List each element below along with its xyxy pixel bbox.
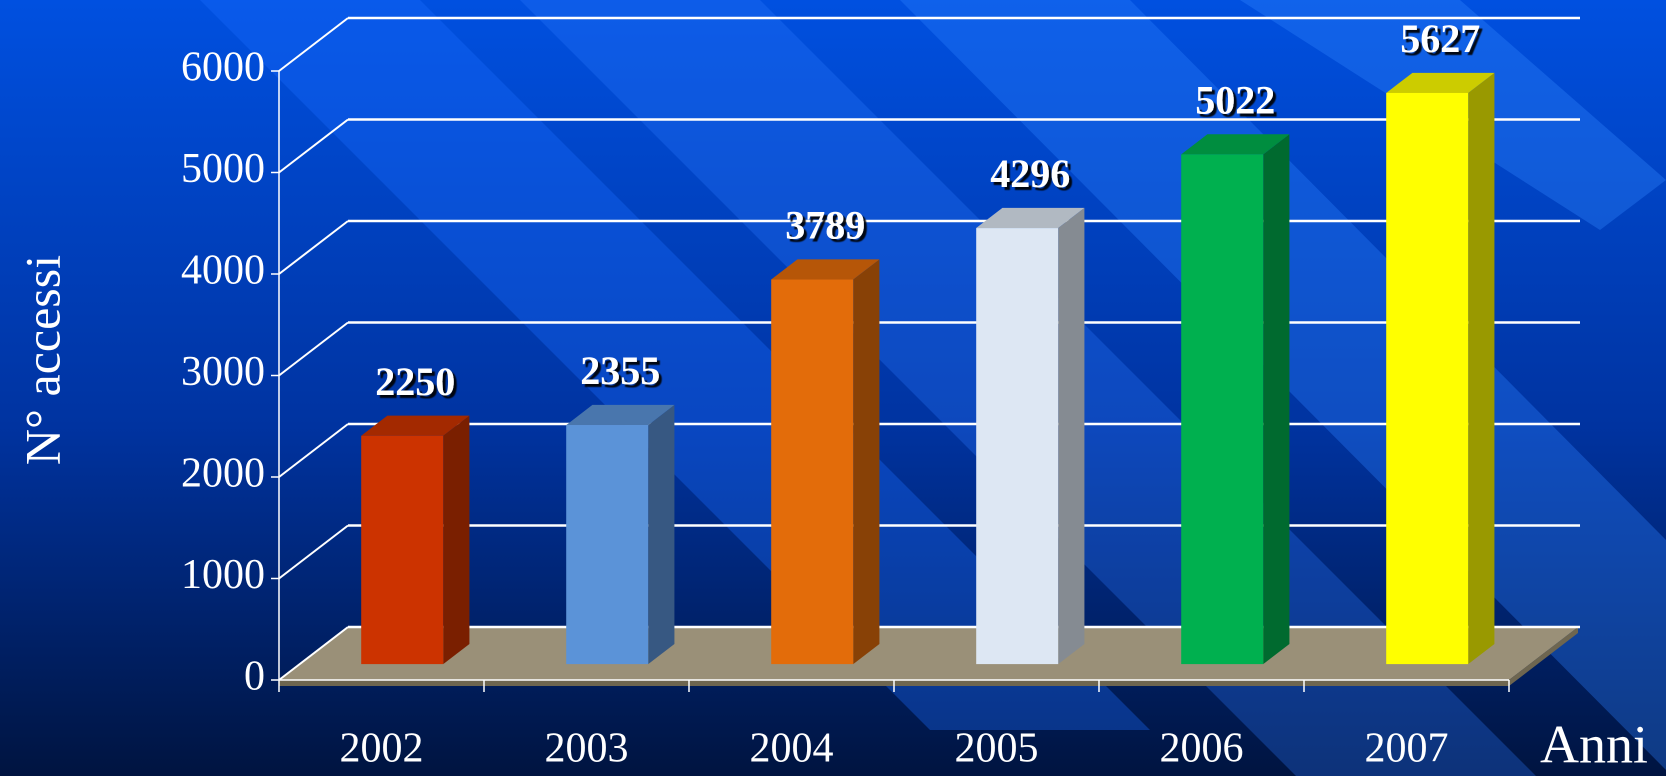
bar-top bbox=[566, 404, 675, 426]
x-axis-label: Anni bbox=[1540, 714, 1648, 774]
x-tick-label: 2004 bbox=[750, 726, 834, 772]
bar-side bbox=[648, 404, 675, 665]
bar-side bbox=[853, 259, 880, 665]
y-tick-label: 3000 bbox=[181, 349, 265, 395]
data-label: 5627 bbox=[1400, 16, 1480, 61]
data-label: 4296 bbox=[990, 151, 1070, 196]
data-label: 2355 bbox=[580, 348, 660, 393]
bar-top bbox=[1181, 134, 1290, 155]
bar bbox=[361, 435, 444, 665]
grid-line bbox=[278, 423, 349, 478]
bar bbox=[1181, 154, 1264, 665]
bar-side bbox=[1468, 72, 1495, 665]
x-tick-label: 2007 bbox=[1365, 726, 1449, 772]
data-label: 5022 bbox=[1195, 77, 1275, 122]
grid-line bbox=[278, 118, 349, 174]
bar-top bbox=[1386, 72, 1495, 93]
x-tick-label: 2002 bbox=[340, 726, 424, 772]
bar-side bbox=[443, 415, 470, 665]
y-tick-label: 6000 bbox=[181, 45, 265, 91]
grid-line bbox=[278, 220, 349, 275]
y-tick-label: 5000 bbox=[181, 146, 265, 192]
data-label: 3789 bbox=[785, 203, 865, 248]
y-tick-label: 2000 bbox=[181, 451, 265, 497]
bar-top bbox=[976, 207, 1085, 229]
x-tick-label: 2006 bbox=[1160, 726, 1244, 772]
stripe bbox=[200, 0, 1150, 730]
grid-line bbox=[278, 626, 349, 681]
bar-side bbox=[1263, 134, 1290, 665]
y-tick-label: 1000 bbox=[181, 552, 265, 598]
grid-line bbox=[278, 524, 349, 580]
bar-top bbox=[361, 415, 470, 436]
y-axis-label: N° accessi bbox=[14, 255, 70, 465]
grid-line bbox=[278, 321, 349, 377]
x-tick-label: 2005 bbox=[955, 726, 1039, 772]
grid-line bbox=[278, 17, 349, 72]
bar-side bbox=[1058, 207, 1085, 665]
data-label: 2250 bbox=[375, 359, 455, 404]
bar bbox=[566, 425, 649, 665]
bar bbox=[976, 228, 1059, 665]
bar bbox=[771, 279, 854, 665]
bar-top bbox=[771, 259, 880, 280]
bar bbox=[1386, 92, 1469, 665]
x-tick-label: 2003 bbox=[545, 726, 629, 772]
y-tick-label: 4000 bbox=[181, 248, 265, 294]
y-tick-label: 0 bbox=[244, 654, 265, 700]
floor bbox=[279, 627, 1578, 680]
